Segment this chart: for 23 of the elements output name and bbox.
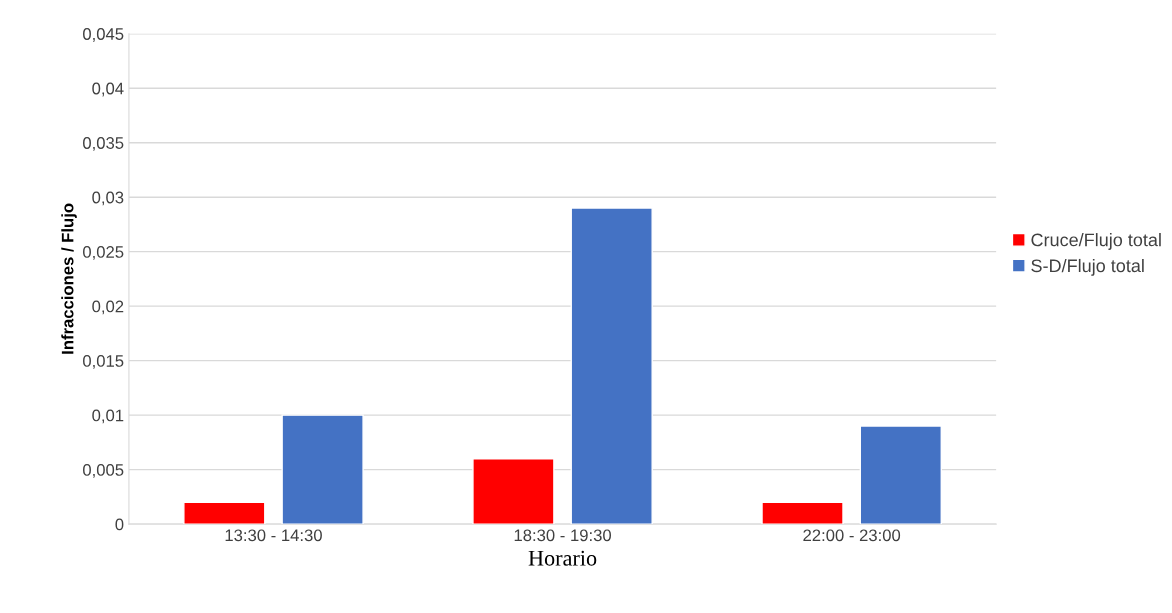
y-tick-label: 0,045	[83, 28, 124, 42]
y-tick-label: 0,03	[92, 191, 124, 206]
legend-label: Cruce/Flujo total	[1031, 233, 1161, 250]
bar	[761, 501, 844, 525]
x-tick-label: 13:30 - 14:30	[225, 529, 322, 542]
bar	[570, 207, 653, 525]
y-tick-label: 0,015	[83, 355, 124, 369]
bar	[183, 501, 266, 525]
bar	[281, 414, 364, 525]
y-tick-label: 0,005	[83, 464, 124, 478]
y-tick-label: 0	[115, 518, 124, 531]
y-tick-label: 0,02	[92, 300, 124, 315]
bar	[859, 425, 942, 525]
x-tick-label: 18:30 - 19:30	[514, 529, 612, 542]
x-tick-label: 22:00 - 23:00	[803, 529, 901, 542]
y-axis-title: Infracciones / Flujo	[61, 203, 77, 354]
y-tick-label: 0,01	[92, 409, 124, 424]
legend-label: S-D/Flujo total	[1031, 258, 1144, 276]
bar	[472, 458, 555, 525]
x-axis-title: Horario	[528, 550, 597, 566]
y-tick-label: 0,035	[83, 137, 124, 151]
y-tick-label: 0,025	[83, 246, 124, 260]
y-tick-label: 0,04	[92, 82, 124, 97]
